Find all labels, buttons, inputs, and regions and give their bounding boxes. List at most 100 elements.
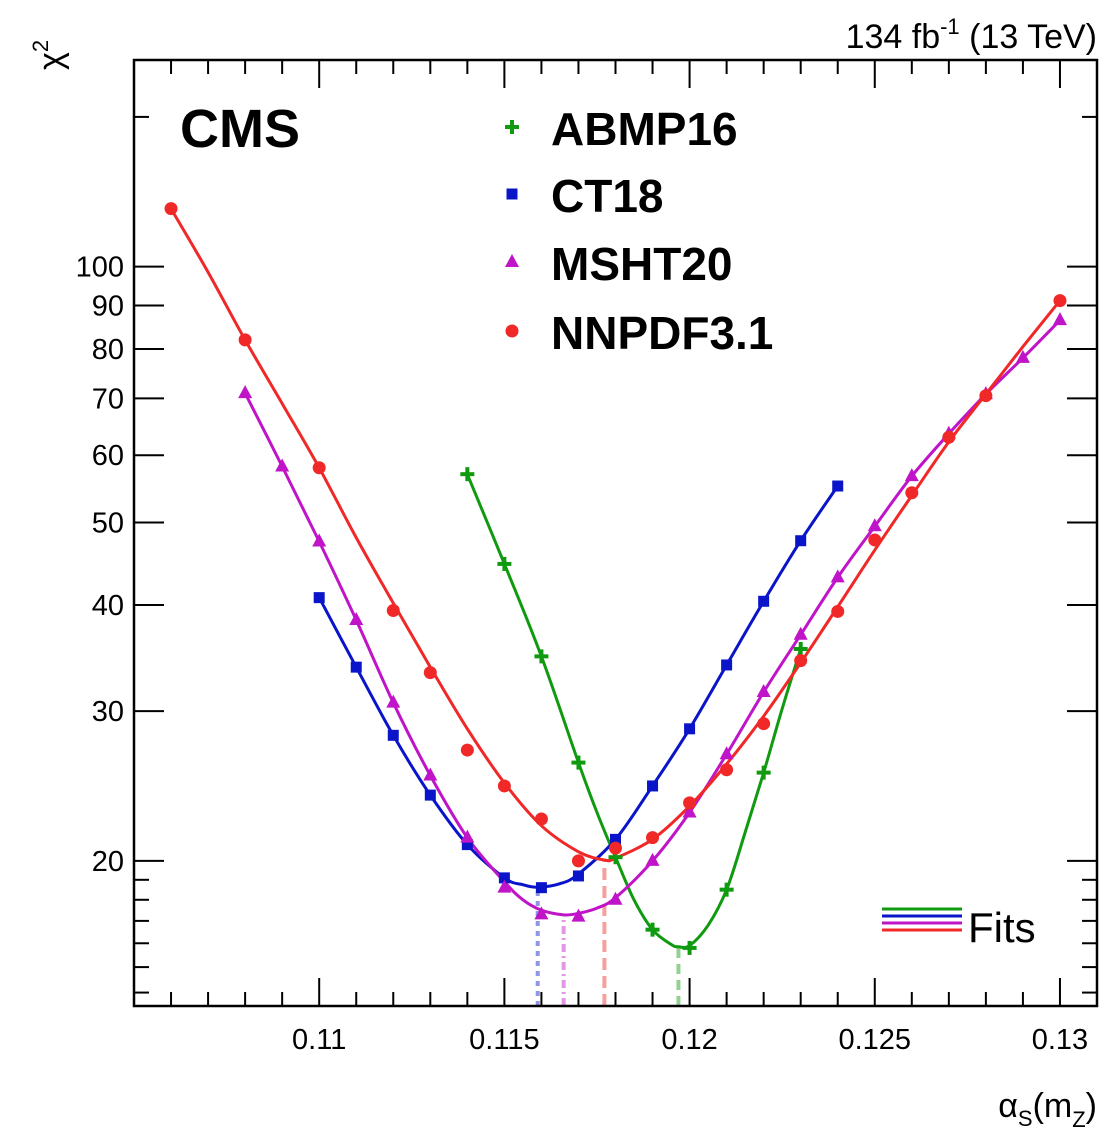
nnpdf3-1-point [238,333,252,347]
x-axis-symbol: α [998,1087,1018,1125]
msht20-point [423,767,438,781]
abmp16-point [497,556,512,571]
msht20-point [238,385,253,399]
nnpdf3-1-point [794,654,808,668]
msht20-point [608,891,623,905]
y-tick-label: 20 [92,846,124,878]
fits-legend: Fits [882,904,1036,951]
y-tick-label: 100 [76,252,124,284]
ct18-point [313,592,325,604]
lumi-energy: (13 TeV) [960,18,1097,56]
msht20-point [719,746,734,760]
x-axis-subscript-z: Z [1072,1107,1085,1132]
ct18-point [350,661,362,673]
y-tick-label: 40 [92,590,124,622]
ct18-point [758,595,770,607]
y-tick-label: 50 [92,508,124,540]
msht20-point [460,829,475,843]
ct18-point [610,833,621,845]
abmp16-point [460,467,475,482]
axis-ticks: 0.11 0.115 0.12 0.125 0.13 20 30 40 50 60 70 80 90 10… [76,60,1097,1056]
nnpdf3-1-point [460,743,474,757]
nnpdf3-1-point [164,202,178,216]
nnpdf3-1-point [868,533,882,547]
ct18-point [647,780,659,792]
abmp16-point [793,642,808,657]
nnpdf3-1-point [831,604,845,618]
legend-marker-nnpdf3-1 [505,324,519,338]
x-tick-label: 0.115 [469,1024,539,1056]
y-tick-label: 90 [92,291,124,323]
nnpdf3-1-point [534,812,548,826]
msht20-point [867,518,882,532]
msht20-point [1015,349,1030,363]
msht20-point [756,683,771,697]
y-axis-symbol: χ [32,52,70,70]
x-tick-label: 0.13 [1032,1024,1088,1056]
ct18-point [721,659,733,671]
msht20-point [682,804,697,818]
nnpdf3-1-point [609,841,622,855]
ct18-point [572,870,584,882]
nnpdf3-1-point [905,486,919,500]
msht20-point [534,906,549,920]
nnpdf3-1-point [757,717,771,731]
abmp16-point [756,765,771,780]
legend-marker-msht20 [505,254,519,267]
msht20-point [312,533,327,547]
experiment-label: CMS [180,99,300,159]
nnpdf3-1-point [497,779,511,793]
msht20-point [386,694,401,708]
nnpdf3-1-point [646,831,660,845]
nnpdf3-1-point [312,461,326,475]
legend-label-nnpdf3-1: NNPDF3.1 [551,307,773,359]
x-tick-label: 0.11 [292,1024,346,1056]
lumi-label: 134 fb-1 (13 TeV) [846,14,1097,56]
nnpdf3-1-point [386,604,400,618]
nnpdf3-1-point [979,389,993,403]
ct18-point [795,535,807,547]
abmp16-fit-curve [465,473,803,950]
legend-label-abmp16: ABMP16 [551,103,738,155]
svg-text:χ2: χ2 [28,40,70,70]
nnpdf3-1-point [683,796,697,810]
ct18-point [684,723,696,735]
ct18-fit-curve [317,485,839,889]
y-tick-label: 70 [92,383,124,415]
nnpdf3-1-point [423,666,437,680]
fits-label: Fits [968,904,1036,951]
x-tick-label: 0.12 [661,1024,717,1056]
x-axis-paren-close: ) [1086,1087,1097,1125]
msht20-point [571,908,586,922]
legend-marker-abmp16 [505,120,519,134]
x-axis-subscript: S [1018,1106,1033,1131]
msht20-point [830,569,845,583]
ct18-point [461,839,473,851]
x-axis-title: αS(mZ) [998,1087,1097,1132]
ct18-point [424,789,436,801]
msht20-point [904,468,919,482]
msht20-point [275,458,290,472]
ct18-point [498,872,510,884]
y-tick-label: 30 [92,696,124,728]
msht20-point [793,626,808,640]
abmp16-point [719,882,734,897]
lumi-exponent: -1 [940,14,960,39]
msht20-fit-curve [243,319,1062,917]
data-points [164,202,1067,955]
ct18-point [387,729,399,741]
legend-label-ct18: CT18 [551,170,663,222]
abmp16-point [682,940,697,955]
msht20-point [1052,312,1067,326]
msht20-point [349,612,364,626]
lumi-value: 134 fb [846,18,941,56]
legend-label-msht20: MSHT20 [551,238,732,290]
y-tick-label: 80 [92,334,124,366]
nnpdf3-1-point [571,854,585,868]
nnpdf3-1-point [1053,294,1067,308]
nnpdf3-1-point [720,763,734,777]
abmp16-point [571,755,586,770]
msht20-point [497,879,512,893]
x-axis-paren-open: (m [1033,1087,1073,1125]
